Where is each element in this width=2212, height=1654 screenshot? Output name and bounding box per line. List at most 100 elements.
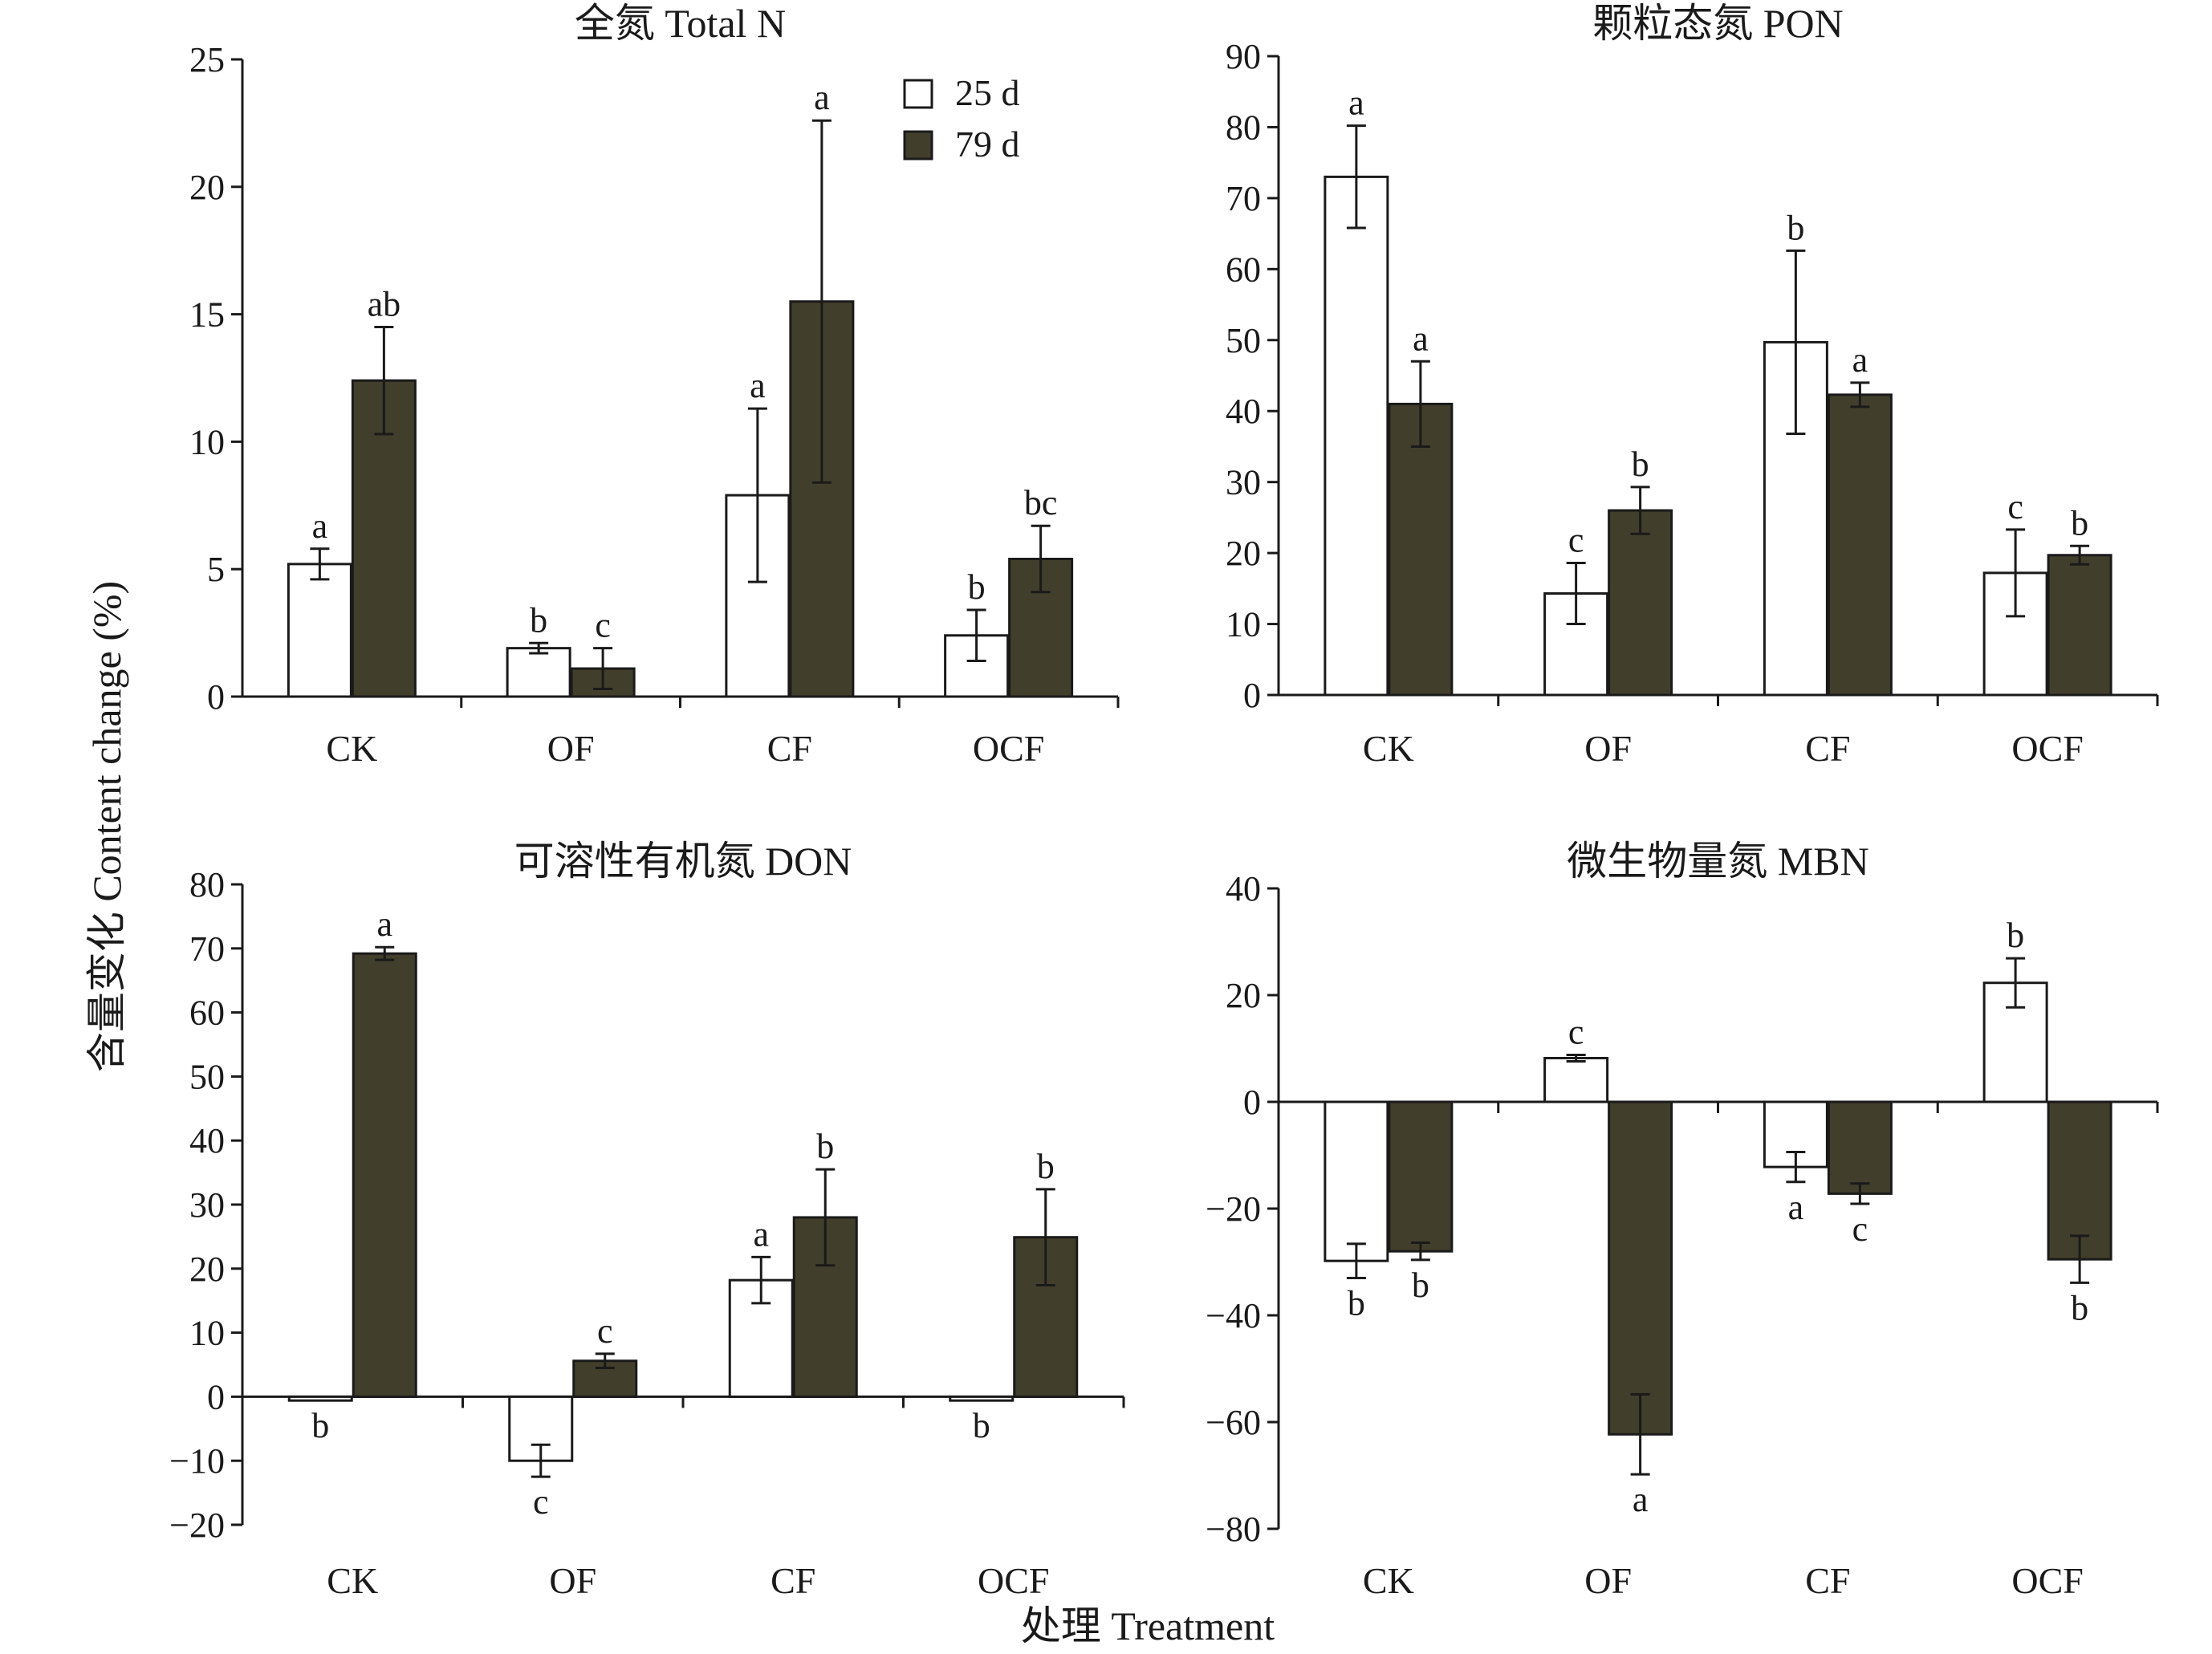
y-axis-title: 含量变化 Content change (%): [84, 581, 129, 1072]
bar-79d: [1608, 509, 1673, 697]
bar-79d: [352, 952, 417, 1398]
y-tick-label: 0: [1243, 676, 1261, 715]
significance-letter: b: [2007, 916, 2024, 955]
y-tick-label: 70: [189, 929, 225, 969]
panel-title: 可溶性有机氮 DON: [514, 839, 852, 884]
bar-25d: [287, 1395, 353, 1402]
category-label: OF: [1584, 1560, 1632, 1601]
y-tick-label: 0: [1243, 1083, 1261, 1122]
y-tick-label: −10: [169, 1441, 225, 1481]
y-tick-label: 30: [189, 1185, 225, 1225]
y-tick-label: −20: [1206, 1189, 1261, 1229]
significance-letter: b: [1632, 445, 1649, 484]
y-tick-label: 0: [207, 677, 225, 717]
y-tick-label: −20: [169, 1506, 225, 1545]
y-tick-label: −80: [1206, 1510, 1261, 1549]
bar-79d: [1388, 402, 1454, 697]
y-tick-label: 15: [189, 295, 225, 335]
y-tick-label: 10: [189, 422, 225, 461]
significance-letter: c: [533, 1482, 549, 1522]
y-tick-label: 80: [1226, 108, 1261, 147]
bar-79d: [1827, 1100, 1893, 1195]
legend-swatch: [903, 79, 933, 109]
bar-79d: [2047, 1100, 2112, 1261]
y-tick-label: 50: [1226, 321, 1261, 360]
y-tick-label: 50: [189, 1057, 225, 1096]
category-label: CK: [1363, 728, 1414, 769]
significance-letter: b: [1412, 1266, 1429, 1305]
y-tick-label: 20: [189, 168, 225, 207]
significance-letter: b: [1787, 208, 1804, 247]
significance-letter: b: [1348, 1283, 1365, 1323]
significance-letter: c: [1568, 1012, 1584, 1051]
y-tick-label: −60: [1206, 1403, 1261, 1442]
significance-letter: ab: [368, 284, 401, 323]
y-tick-label: 25: [189, 40, 225, 79]
y-tick-label: 0: [207, 1377, 225, 1416]
category-label: OCF: [978, 1560, 1049, 1601]
panel-title: 全氮 Total N: [575, 1, 786, 46]
significance-letter: a: [1788, 1188, 1804, 1227]
bar-25d: [1324, 175, 1389, 697]
significance-letter: c: [1852, 1209, 1868, 1249]
y-tick-label: 20: [1226, 976, 1261, 1015]
significance-letter: a: [312, 506, 328, 546]
significance-letter: c: [595, 606, 611, 645]
y-tick-label: 90: [1226, 37, 1261, 76]
chart-panel-2: 颗粒态氮 PON 0 10 20 30 40 50 60 70 80 90 CK a a OF c b CF b a O…: [1226, 1, 2159, 769]
y-tick-label: 40: [189, 1121, 225, 1160]
significance-letter: b: [816, 1127, 834, 1166]
category-label: OCF: [973, 728, 1044, 769]
y-tick-label: 40: [1226, 392, 1261, 431]
legend-label: 25 d: [955, 72, 1020, 113]
category-label: OF: [1584, 728, 1632, 769]
y-tick-label: 60: [1226, 250, 1261, 289]
significance-letter: b: [2071, 503, 2088, 543]
bar-79d: [2047, 554, 2112, 697]
chart-panel-3: 可溶性有机氮 DON−20−1001020304050607080CKbaOFc…: [169, 839, 1125, 1601]
category-label: CF: [771, 1560, 815, 1601]
significance-letter: b: [973, 1406, 990, 1445]
category-label: OCF: [2011, 728, 2083, 769]
legend-swatch: [903, 130, 933, 161]
category-label: OF: [547, 728, 595, 769]
significance-letter: c: [1568, 520, 1584, 559]
significance-letter: a: [376, 904, 392, 944]
category-label: CF: [767, 728, 812, 769]
y-tick-label: 60: [189, 994, 225, 1033]
significance-letter: c: [2007, 487, 2023, 526]
y-tick-label: 80: [189, 865, 225, 904]
category-label: OCF: [2011, 1560, 2083, 1601]
category-label: CK: [327, 1560, 378, 1601]
significance-letter: b: [530, 600, 547, 640]
bar-25d: [1543, 1056, 1609, 1103]
significance-letter: a: [1852, 340, 1868, 380]
significance-letter: c: [597, 1311, 613, 1351]
significance-letter: a: [1633, 1480, 1649, 1519]
legend-label: 79 d: [955, 124, 1020, 165]
x-axis-title: 处理 Treatment: [1021, 1603, 1275, 1648]
y-tick-label: 20: [189, 1250, 225, 1289]
category-label: CK: [326, 728, 377, 769]
y-tick-label: 20: [1226, 534, 1261, 573]
bar-25d: [506, 647, 571, 698]
panel-title: 微生物量氮 MBN: [1567, 839, 1868, 884]
category-label: CF: [1805, 1560, 1850, 1601]
category-label: OF: [549, 1560, 596, 1601]
significance-letter: b: [311, 1406, 329, 1445]
legend: 25 d 79 d: [903, 72, 1020, 165]
significance-letter: a: [1348, 83, 1364, 123]
y-tick-label: 5: [207, 550, 225, 589]
y-tick-label: 30: [1226, 463, 1261, 502]
bar-25d: [949, 1395, 1015, 1402]
category-label: CK: [1363, 1560, 1414, 1601]
y-tick-label: 40: [1226, 869, 1261, 908]
significance-letter: a: [750, 366, 766, 405]
bar-25d: [287, 563, 352, 698]
significance-letter: a: [814, 78, 830, 117]
y-tick-label: 10: [1226, 605, 1261, 644]
